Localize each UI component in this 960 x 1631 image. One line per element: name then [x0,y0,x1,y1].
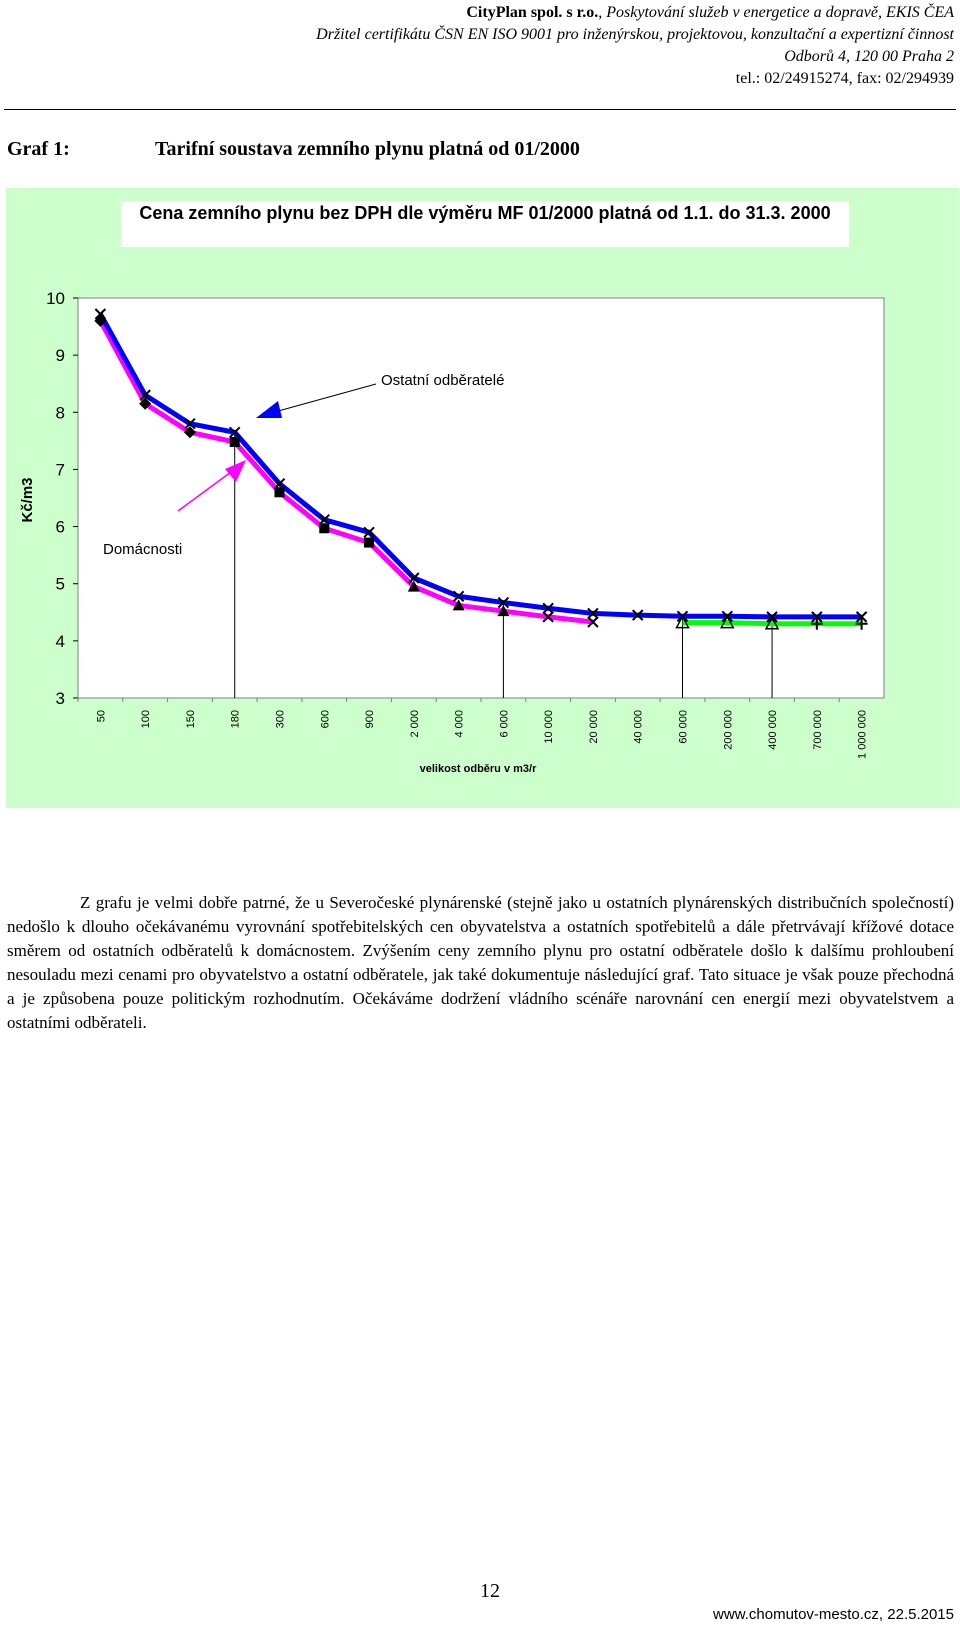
y-tick-label: 7 [56,460,65,479]
footer-url: www.chomutov-mesto.cz, 22.5.2015 [713,1606,954,1623]
annotation-others-leader [270,383,377,414]
point-others [408,572,420,584]
annotation-others: Ostatní odběratelé [381,372,504,389]
point-others [184,418,196,430]
company-name: CityPlan spol. s r.o. [466,4,599,21]
point-others [587,607,599,620]
point-households [139,397,152,410]
x-tick-label: 300 [275,710,287,728]
y-tick-label: 3 [56,689,65,708]
chart-area: 3 4 5 6 7 8 9 10 Kč/m3 50 100 150 180 300 600 900 2 000 4… [6,188,959,808]
y-tick-label: 10 [46,289,65,308]
x-tick-label: 700 000 [812,710,824,750]
x-tick-label: 20 000 [588,710,600,744]
point-others [632,609,644,621]
y-axis-label: Kč/m3 [19,477,36,522]
y-tick-label: 8 [56,403,65,422]
x-tick-label: 400 000 [767,710,779,750]
series-line-households [98,319,594,625]
point-households [407,580,420,592]
point-households [94,314,107,327]
point-others [452,590,465,602]
series-line-green [682,620,862,627]
chart-svg: 3 4 5 6 7 8 9 10 Kč/m3 50 100 150 180 300 600 900 2 000 4… [19,289,885,775]
point-green [720,615,735,629]
annotation-others-arrowhead [256,401,282,418]
contact-line: tel.: 02/24915274, fax: 02/294939 [735,70,954,87]
x-tick-label: 40 000 [633,710,645,744]
x-tick-label: 10 000 [543,710,555,744]
point-others [497,596,510,609]
point-green [764,616,780,630]
point-households [229,437,240,447]
x-tick-label: 50 [95,710,107,722]
y-tick-label: 5 [56,575,65,594]
point-households [274,487,285,498]
point-green [855,617,868,630]
x-axis-label: velikost odběru v m3/r [420,763,537,775]
x-tick-label: 60 000 [678,710,690,744]
x-tick-label: 4 000 [454,710,466,738]
page-header: CityPlan spol. s r.o., Poskytování služe… [316,2,954,90]
y-tick-label: 6 [56,518,65,537]
point-others [542,602,554,614]
point-green [675,615,690,629]
x-tick-label: 1 000 000 [857,710,869,759]
x-tick-label: 900 [364,710,376,728]
y-tick-label: 9 [56,346,65,365]
point-households [364,537,375,548]
page-number: 12 [480,1580,500,1602]
certificate-line: Držitel certifikátu ČSN EN ISO 9001 pro … [316,26,954,43]
point-households [542,611,554,623]
point-households [452,599,465,611]
point-others [273,478,286,490]
annotation-households-arrowhead [225,460,246,482]
x-tick-label: 180 [230,710,242,728]
series-line-others [98,312,862,620]
graph-number: Graf 1: [7,138,70,160]
body-paragraph: Z grafu je velmi dobře patrné, že u Seve… [7,893,954,1032]
annotation-households-leader [177,471,232,512]
point-others [94,308,107,320]
header-rule [4,109,956,110]
x-tick-label: 2 000 [409,710,421,738]
point-others [811,611,823,623]
x-tick-label: 150 [185,710,197,728]
point-others [139,389,151,401]
x-tick-label: 600 [319,710,331,728]
x-tick-label: 200 000 [722,710,734,750]
address-line: Odborů 4, 120 00 Praha 2 [784,48,954,65]
point-green [810,617,823,630]
point-others [855,611,868,623]
plot-area [77,297,885,699]
x-tick-label: 100 [140,710,152,728]
point-others [229,426,241,438]
chart-title: Cena zemního plynu bez DPH dle výměru MF… [121,201,849,247]
graph-caption: Tarifní soustava zemního plynu platná od… [155,138,580,160]
point-others [318,514,330,526]
x-tick-label: 6 000 [498,710,510,738]
point-households [587,616,599,628]
point-others [363,526,375,538]
point-households [319,523,330,534]
point-households [183,426,196,439]
y-tick-label: 4 [56,632,65,651]
annotation-households: Domácnosti [103,541,182,558]
company-tagline: , Poskytování služeb v energetice a dopr… [598,4,954,21]
point-households [497,605,510,617]
